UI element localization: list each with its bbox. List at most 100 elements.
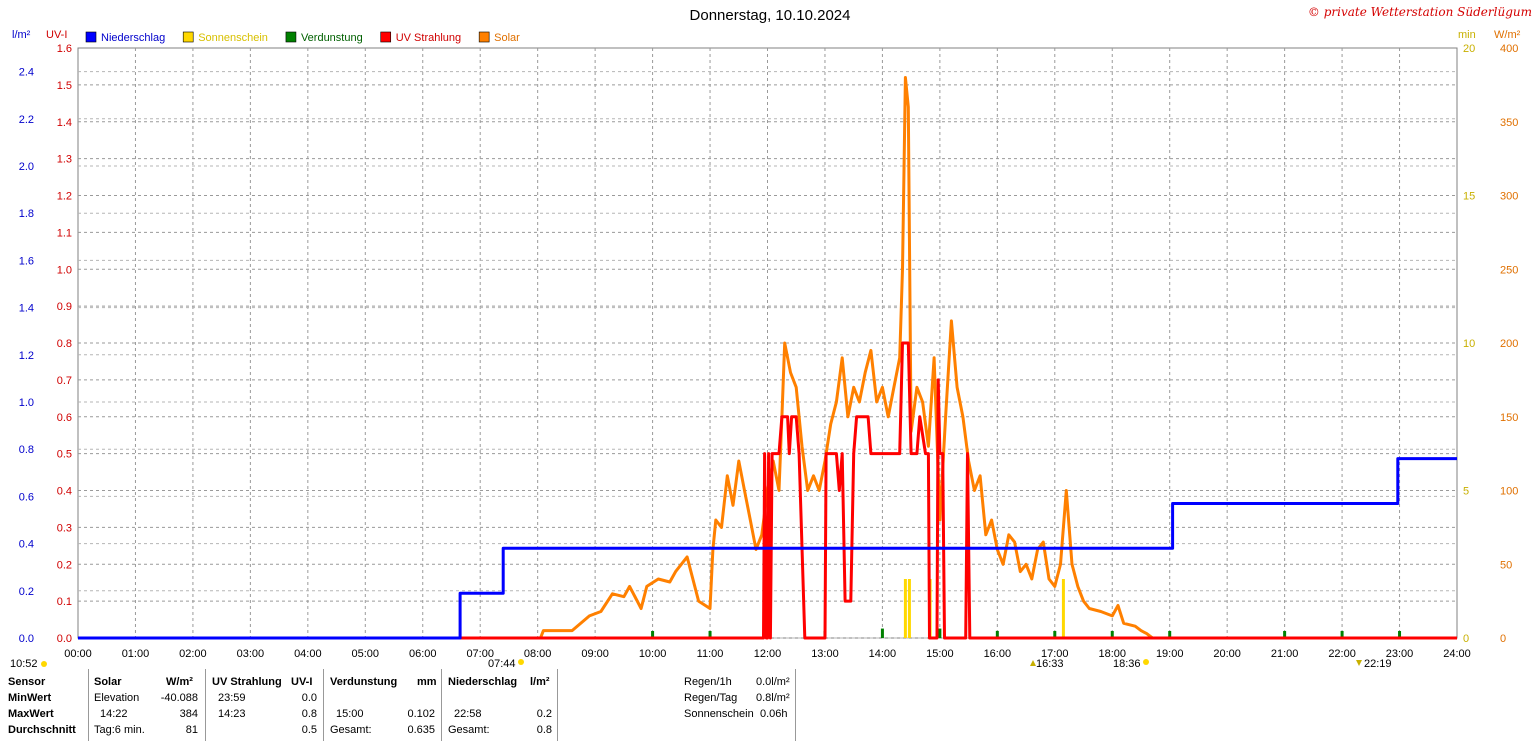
rain-tick-label: 0.8 bbox=[19, 444, 34, 456]
uv-tick-label: 1.5 bbox=[57, 80, 72, 92]
uv-strahlung-series bbox=[78, 341, 1457, 640]
moon-icon-1 bbox=[1030, 660, 1036, 666]
sun-axis-unit: min bbox=[1458, 29, 1476, 41]
stats-max-uv-time: 14:23 bbox=[218, 708, 246, 720]
rain-tick-label: 1.8 bbox=[19, 208, 34, 220]
stats-header-evap-unit: mm bbox=[417, 676, 437, 688]
x-tick-label: 03:00 bbox=[237, 648, 265, 660]
rain-tick-label: 2.0 bbox=[19, 161, 34, 173]
rain-tick-label: 1.2 bbox=[19, 350, 34, 362]
sunrise-icon bbox=[518, 659, 524, 665]
summary-sunshine-value: 0.06h bbox=[760, 708, 788, 720]
legend: Niederschlag Sonnenschein Verdunstung UV St… bbox=[85, 31, 520, 44]
evaporation-bar bbox=[1110, 631, 1114, 638]
x-tick-label: 24:00 bbox=[1443, 648, 1471, 660]
stats-avg-solar-val: 81 bbox=[185, 724, 198, 736]
x-tick-label: 05:00 bbox=[352, 648, 380, 660]
stats-avg-rain-time: Gesamt: bbox=[448, 724, 490, 736]
sunset-label: 18:36 bbox=[1113, 658, 1141, 670]
x-tick-label: 18:00 bbox=[1098, 648, 1126, 660]
sun-markers: 10:52 07:44 18:36 16:33 22:19 bbox=[10, 658, 1392, 670]
stats-max-solar-val: 384 bbox=[179, 708, 198, 720]
moon-label-1: 16:33 bbox=[1036, 658, 1064, 670]
x-tick-label: 10:00 bbox=[639, 648, 667, 660]
solar-tick-label: 300 bbox=[1500, 191, 1518, 203]
uv-tick-label: 1.6 bbox=[57, 43, 72, 55]
legend-swatch bbox=[182, 31, 194, 43]
x-tick-label: 11:00 bbox=[697, 648, 724, 660]
stats-avg-evap-time: Gesamt: bbox=[330, 724, 372, 736]
legend-label: Niederschlag bbox=[101, 32, 165, 44]
weather-chart: Donnerstag, 10.10.2024 © private Wetters… bbox=[10, 5, 1532, 670]
uv-tick-label: 0.3 bbox=[57, 522, 72, 534]
uv-axis-unit: UV-I bbox=[46, 29, 67, 41]
sun-dot-left bbox=[41, 661, 47, 667]
stats-header-sensor: Sensor bbox=[8, 676, 46, 688]
uv-tick-label: 1.3 bbox=[57, 154, 72, 166]
stats-header-evap: Verdunstung bbox=[330, 676, 398, 688]
stats-min-uv-val: 0.0 bbox=[301, 692, 317, 704]
statistics-table: Sensor Solar W/m² UV Strahlung UV-I Verd… bbox=[0, 669, 800, 741]
sunshine-bar bbox=[1061, 579, 1065, 638]
summary-rain-1h-value: 0.0l/m² bbox=[756, 676, 790, 688]
stats-min-solar-val: -40.088 bbox=[160, 692, 198, 704]
x-tick-label: 00:00 bbox=[64, 648, 92, 660]
chart-series bbox=[78, 76, 1457, 640]
evaporation-bar bbox=[880, 628, 884, 638]
evaporation-bar bbox=[995, 630, 999, 638]
stats-max-solar-time: 14:22 bbox=[100, 708, 128, 720]
sun-tick-label: 20 bbox=[1463, 43, 1475, 55]
rain-tick-label: 1.0 bbox=[19, 397, 34, 409]
rain-tick-label: 0.2 bbox=[19, 586, 34, 598]
sunshine-bar bbox=[907, 579, 911, 638]
stats-row-avg-label: Durchschnitt bbox=[8, 724, 76, 736]
x-tick-label: 17:00 bbox=[1041, 648, 1069, 660]
uv-tick-label: 0.7 bbox=[57, 375, 72, 387]
stats-row-min-label: MinWert bbox=[8, 692, 52, 704]
legend-swatch bbox=[85, 31, 97, 43]
uv-tick-label: 1.1 bbox=[57, 227, 72, 239]
uv-tick-label: 0.6 bbox=[57, 412, 72, 424]
x-tick-label: 19:00 bbox=[1156, 648, 1184, 660]
summary-rain-1h-label: Regen/1h bbox=[684, 676, 732, 688]
x-tick-label: 23:00 bbox=[1386, 648, 1414, 660]
x-tick-label: 22:00 bbox=[1328, 648, 1356, 660]
x-tick-label: 16:00 bbox=[984, 648, 1012, 660]
x-tick-label: 21:00 bbox=[1271, 648, 1299, 660]
rain-tick-label: 1.6 bbox=[19, 255, 34, 267]
evaporation-bar bbox=[938, 628, 942, 638]
evaporation-bar bbox=[708, 631, 712, 638]
stats-min-solar-time: Elevation bbox=[94, 692, 140, 704]
x-tick-label: 08:00 bbox=[524, 648, 552, 660]
solar-tick-label: 400 bbox=[1500, 43, 1518, 55]
solar-tick-label: 250 bbox=[1500, 264, 1518, 276]
rain-tick-label: 0.4 bbox=[19, 539, 34, 551]
x-tick-label: 15:00 bbox=[926, 648, 954, 660]
rain-tick-label: 0.0 bbox=[19, 633, 34, 645]
uv-tick-label: 0.2 bbox=[57, 559, 72, 571]
evaporation-bar bbox=[1053, 631, 1057, 638]
stats-header-rain: Niederschlag bbox=[448, 676, 518, 688]
x-tick-label: 01:00 bbox=[122, 648, 150, 660]
solar-tick-label: 350 bbox=[1500, 117, 1518, 129]
uv-tick-label: 0.0 bbox=[57, 633, 72, 645]
stats-avg-uv-val: 0.5 bbox=[301, 724, 317, 736]
left-time-label: 10:52 bbox=[10, 658, 38, 670]
stats-header-solar-unit: W/m² bbox=[166, 676, 193, 688]
sunshine-bar bbox=[903, 579, 907, 638]
sun-tick-label: 5 bbox=[1463, 486, 1469, 498]
stats-avg-rain-val: 0.8 bbox=[536, 724, 552, 736]
summary-rain-day-label: Regen/Tag bbox=[684, 692, 738, 704]
stats-header-uv: UV Strahlung bbox=[212, 676, 282, 688]
solar-tick-label: 0 bbox=[1500, 633, 1506, 645]
solar-tick-label: 150 bbox=[1500, 412, 1518, 424]
sunset-icon bbox=[1143, 659, 1149, 665]
stats-avg-evap-val: 0.635 bbox=[407, 724, 435, 736]
evaporation-bar bbox=[1168, 631, 1172, 638]
uv-tick-label: 0.8 bbox=[57, 338, 72, 350]
stats-row-max-label: MaxWert bbox=[8, 708, 54, 720]
copyright-text: © private Wetterstation Süderlügum bbox=[1308, 5, 1532, 19]
x-tick-label: 06:00 bbox=[409, 648, 437, 660]
sun-tick-label: 0 bbox=[1463, 633, 1469, 645]
stats-avg-solar-time: Tag:6 min. bbox=[94, 724, 145, 736]
